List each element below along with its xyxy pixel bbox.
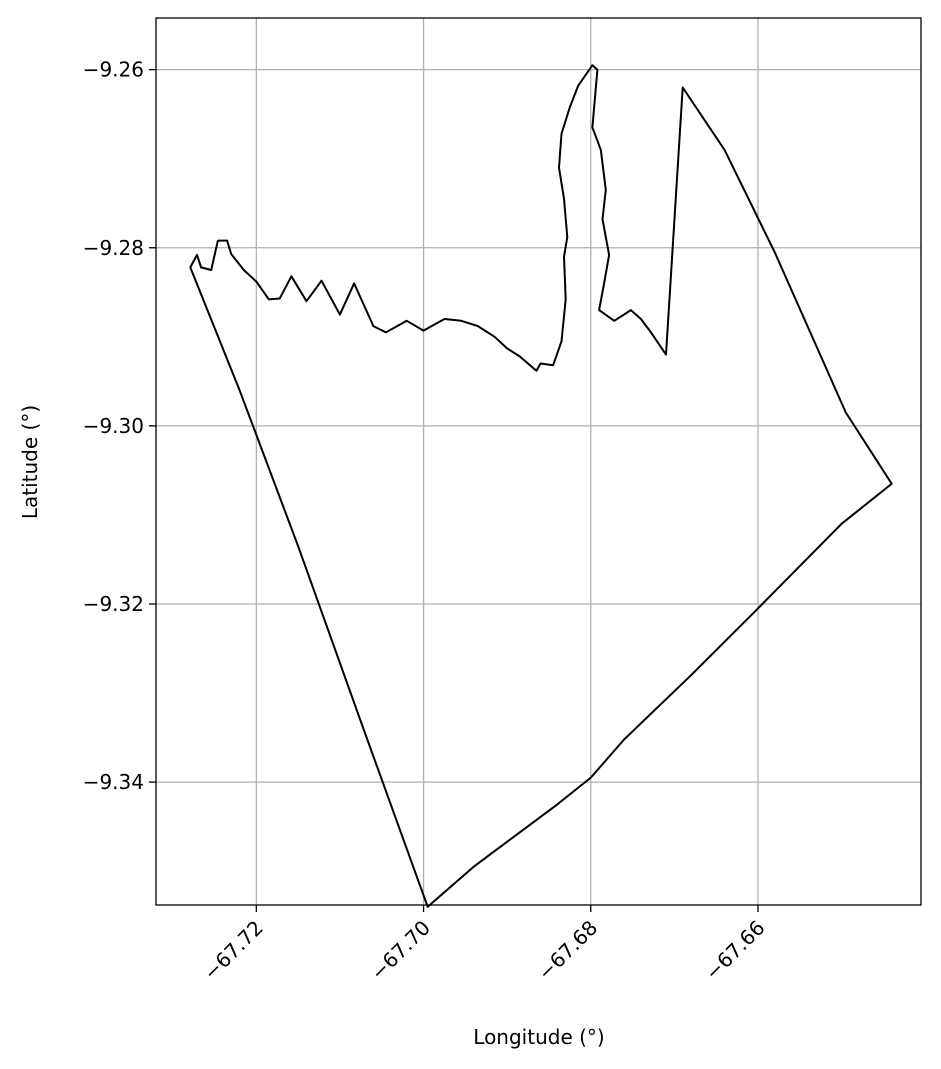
x-axis-label: Longitude (°) — [473, 1025, 604, 1049]
plot-frame — [155, 17, 922, 906]
y-tick-label: −9.30 — [83, 414, 144, 438]
boundary-polygon — [189, 64, 893, 908]
data-layer — [189, 64, 893, 908]
y-axis-label: Latitude (°) — [18, 405, 42, 519]
grid-lines — [156, 18, 921, 905]
y-tick-label: −9.26 — [83, 58, 144, 82]
y-tick-label: −9.34 — [83, 770, 144, 794]
y-tick-label: −9.28 — [83, 236, 144, 260]
tick-marks — [149, 69, 759, 912]
y-tick-label: −9.32 — [83, 592, 144, 616]
